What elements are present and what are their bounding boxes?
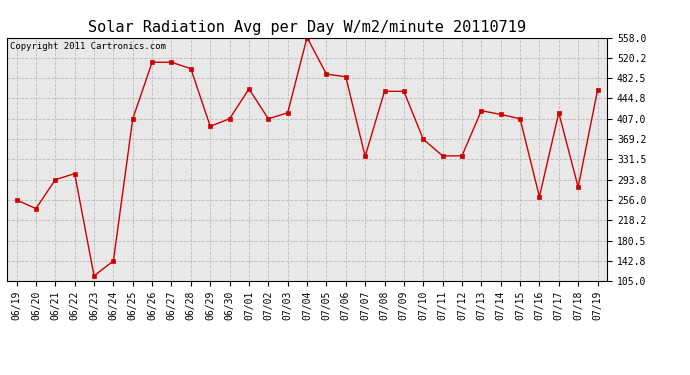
Text: Copyright 2011 Cartronics.com: Copyright 2011 Cartronics.com (10, 42, 166, 51)
Title: Solar Radiation Avg per Day W/m2/minute 20110719: Solar Radiation Avg per Day W/m2/minute … (88, 20, 526, 35)
